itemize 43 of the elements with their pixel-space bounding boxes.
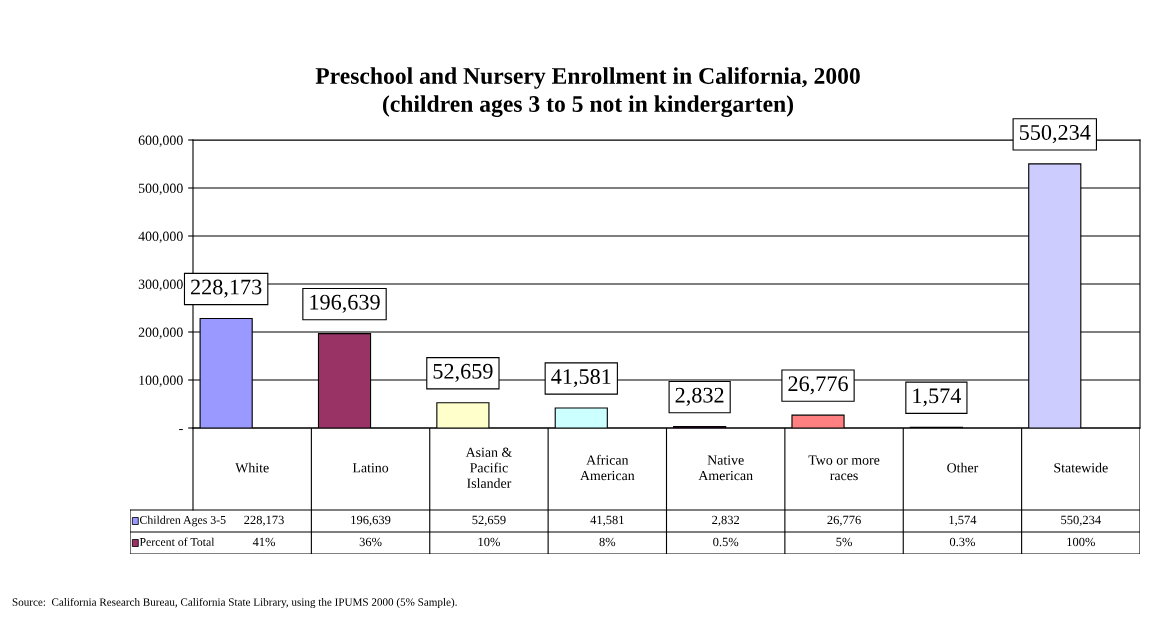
text: 41,581 [551, 369, 611, 388]
legend-label: Children Ages 3-5 [139, 515, 226, 527]
x-tick-label: White [235, 462, 269, 473]
y-tick-label: - [179, 429, 183, 431]
x-tick-label: Native American [698, 455, 753, 481]
data-label: 10% [478, 537, 500, 547]
data-label: 1,574 [949, 515, 977, 526]
data-label: 8% [599, 537, 616, 547]
text: 228,173 [191, 279, 262, 298]
y-tick-label: 500,000 [138, 183, 183, 195]
data-label: 100% [1067, 537, 1095, 547]
text: 1,574 [913, 388, 962, 407]
data-label: 2,832 [712, 515, 740, 526]
x-tick-label: Latino [352, 463, 389, 473]
y-tick-label: 600,000 [138, 135, 183, 147]
chart-title: Preschool and Nursery Enrollment in California, 2000 (children ages 3 to 5 not in kindergarten) [315, 67, 860, 117]
data-label: 41,581 [590, 515, 624, 526]
text: 196,639 [310, 294, 380, 313]
x-tick-label: Two or more races [808, 455, 880, 481]
y-tick-label: 200,000 [138, 327, 183, 339]
text: 26,776 [788, 376, 848, 395]
x-tick-label: Asian & Pacific Islander [465, 447, 513, 488]
data-label: 228,173 [244, 515, 284, 526]
source-note: Source: California Research Bureau, California State Library, using the IPUMS 2000 (5% Sample). [12, 597, 457, 609]
text: 2,832 [675, 387, 724, 406]
data-label: 41% [252, 537, 276, 547]
data-label: 36% [359, 537, 382, 547]
data-label: 5% [836, 537, 852, 547]
data-label: 550,234 [1061, 515, 1101, 526]
data-label: 52,659 [472, 515, 506, 526]
legend-label: Percent of Total [139, 537, 215, 546]
x-tick-label: African American [580, 454, 635, 481]
x-tick-label: Statewide [1054, 462, 1108, 473]
text: 550,234 [1019, 124, 1091, 144]
y-tick-label: 100,000 [139, 375, 183, 387]
data-label: 0.5% [713, 537, 739, 547]
data-label: 26,776 [827, 515, 861, 526]
x-tick-label: Other [947, 462, 979, 473]
y-tick-label: 400,000 [138, 231, 183, 243]
data-label: 196,639 [351, 515, 391, 526]
data-label: 0.3% [949, 537, 976, 547]
text: 52,659 [433, 363, 493, 382]
y-tick-label: 300,000 [138, 279, 183, 291]
